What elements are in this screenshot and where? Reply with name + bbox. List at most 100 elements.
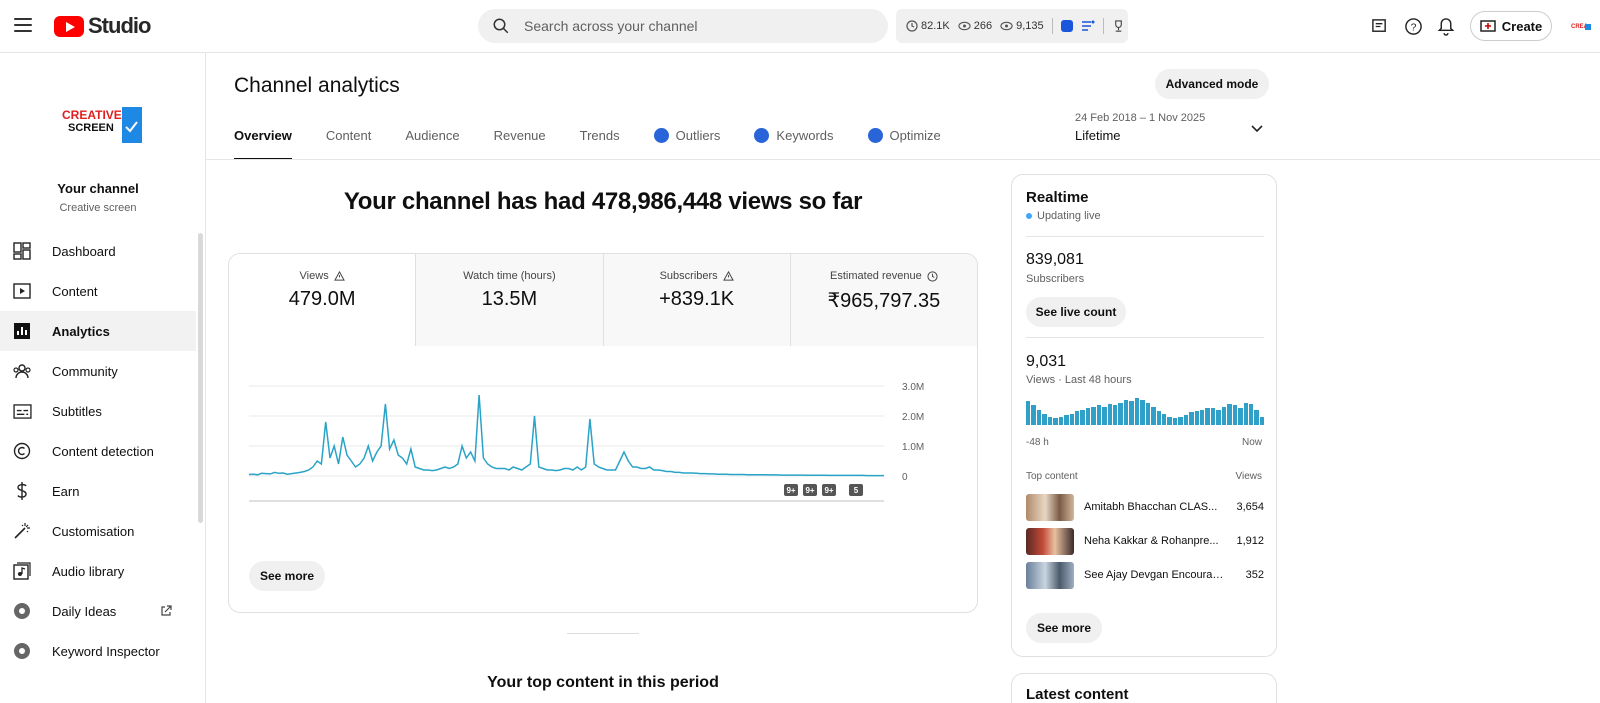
clock-icon: [906, 20, 918, 32]
video-title: See Ajay Devgan Encouragi...: [1084, 569, 1224, 581]
divider: [1051, 18, 1053, 34]
annotation-marker: [849, 484, 863, 496]
annotation-label: 9+: [786, 486, 795, 495]
tab-label: Overview: [234, 128, 292, 143]
realtime-bar: [1167, 416, 1172, 425]
sidebar-nav: Dashboard Content Analytics Community Su…: [0, 231, 196, 671]
annotation-marker: [822, 484, 836, 496]
advanced-mode-button[interactable]: Advanced mode: [1155, 69, 1269, 99]
top-content-row[interactable]: Amitabh Bhacchan CLAS... 3,654: [1026, 493, 1264, 521]
see-more-button[interactable]: See more: [249, 561, 325, 591]
tab-content[interactable]: Content: [326, 128, 372, 160]
tab-optimize[interactable]: Optimize: [867, 128, 941, 160]
tab-revenue[interactable]: Revenue: [494, 128, 546, 160]
sidebar-item-label: Dashboard: [52, 243, 116, 259]
realtime-views-label: Views · Last 48 hours: [1026, 374, 1132, 386]
create-label: Create: [1501, 18, 1543, 34]
realtime-bar: [1151, 406, 1156, 425]
list-icon[interactable]: [1081, 20, 1095, 32]
realtime-bar: [1183, 415, 1189, 425]
sidebar-item-subtitles[interactable]: Subtitles: [0, 391, 196, 431]
tab-audience[interactable]: Audience: [405, 128, 459, 160]
tab-keywords[interactable]: Keywords: [754, 128, 834, 160]
tab-label: Optimize: [889, 128, 941, 143]
community-icon: [12, 361, 32, 381]
sidebar-item-analytics[interactable]: Analytics: [0, 311, 196, 351]
top-content-title: Your top content in this period: [487, 674, 719, 691]
search-bar[interactable]: [478, 9, 888, 43]
clock-icon: [927, 270, 938, 282]
dashboard-icon: [12, 241, 32, 261]
eye-icon: [1000, 21, 1013, 31]
sidebar-item-audio-library[interactable]: Audio library: [0, 551, 196, 591]
notifications-bell-icon[interactable]: [1436, 16, 1456, 36]
dollar-icon: [12, 481, 32, 501]
vidiq-icon: [12, 641, 32, 661]
svg-text:CREA: CREA: [1571, 24, 1589, 30]
chevron-down-icon[interactable]: [1250, 124, 1264, 134]
tab-overview[interactable]: Overview: [234, 128, 292, 160]
views-line-chart[interactable]: 3.0M2.0M1.0M024 Feb 2...7 Jun 201917 Sep…: [229, 346, 978, 506]
account-avatar[interactable]: CREA: [1570, 18, 1592, 34]
video-thumbnail: [1026, 493, 1074, 521]
studio-logo[interactable]: Studio: [54, 13, 151, 39]
sidebar-item-community[interactable]: Community: [0, 351, 196, 391]
create-video-icon: [1480, 20, 1496, 32]
subtitles-icon: [12, 401, 32, 421]
metric-watch-time[interactable]: Watch time (hours) 13.5M: [415, 254, 603, 346]
see-live-count-button[interactable]: See live count: [1026, 297, 1126, 327]
views-series-line: [248, 394, 884, 477]
tab-trends[interactable]: Trends: [580, 128, 620, 160]
realtime-bar: [1085, 408, 1091, 425]
help-icon[interactable]: ?: [1403, 16, 1423, 36]
realtime-title: Realtime: [1026, 189, 1089, 206]
realtime-bar: [1194, 411, 1199, 425]
search-input[interactable]: [524, 18, 864, 34]
realtime-see-more-button[interactable]: See more: [1026, 613, 1102, 643]
sidebar-item-daily-ideas[interactable]: Daily Ideas: [0, 591, 196, 631]
sidebar-item-content[interactable]: Content: [0, 271, 196, 311]
realtime-bar: [1102, 406, 1107, 425]
realtime-bar: [1238, 408, 1243, 425]
channel-logo[interactable]: CREATIVE SCREEN: [62, 107, 142, 143]
metric-views[interactable]: Views 479.0M: [229, 254, 416, 346]
video-thumbnail: [1026, 527, 1074, 555]
channel-name: Creative screen: [59, 202, 137, 214]
date-range-picker[interactable]: 24 Feb 2018 – 1 Nov 2025 Lifetime: [1075, 112, 1205, 143]
realtime-bar: [1026, 401, 1031, 425]
sidebar-item-label: Daily Ideas: [52, 603, 117, 619]
hamburger-menu-icon[interactable]: [12, 14, 34, 36]
video-views: 1,912: [1236, 535, 1264, 547]
sidebar-item-dashboard[interactable]: Dashboard: [0, 231, 196, 271]
metric-value: +839.1K: [659, 288, 735, 310]
magic-wand-icon: [12, 521, 32, 541]
vidiq-icon[interactable]: [1060, 20, 1073, 32]
create-button[interactable]: Create: [1470, 11, 1552, 41]
sidebar-item-keyword-inspector[interactable]: Keyword Inspector: [0, 631, 196, 671]
sidebar-scrollbar[interactable]: [198, 233, 203, 523]
copyright-icon: [12, 441, 32, 461]
realtime-bar: [1248, 404, 1254, 425]
feedback-icon[interactable]: [1369, 16, 1389, 36]
realtime-bar: [1074, 411, 1080, 425]
annotation-marker: [784, 484, 798, 496]
vidiq-stats-bar[interactable]: 82.1K 266 9,135: [896, 9, 1128, 43]
y-tick-label: 2.0M: [902, 412, 924, 423]
top-content-row[interactable]: Neha Kakkar & Rohanpre... 1,912: [1026, 527, 1264, 555]
sidebar-item-earn[interactable]: Earn: [0, 471, 196, 511]
sidebar-item-content-detection[interactable]: Content detection: [0, 431, 196, 471]
realtime-bar: [1036, 409, 1042, 425]
metric-subscribers[interactable]: Subscribers +839.1K: [602, 254, 790, 346]
sidebar-item-customisation[interactable]: Customisation: [0, 511, 196, 551]
sidebar-item-label: Earn: [52, 483, 80, 499]
realtime-bar: [1064, 415, 1069, 425]
metric-estimated-revenue[interactable]: Estimated revenue ₹965,797.35: [789, 254, 977, 346]
realtime-views-bar-chart[interactable]: [1026, 397, 1265, 425]
tab-outliers[interactable]: Outliers: [653, 128, 720, 160]
top-content-row[interactable]: See Ajay Devgan Encouragi... 352: [1026, 561, 1264, 589]
realtime-bar: [1227, 404, 1232, 425]
tab-label: Trends: [579, 128, 620, 143]
vidiq-icon: [653, 128, 669, 143]
trophy-icon[interactable]: [1112, 19, 1125, 33]
annotation-label: 5: [854, 486, 859, 495]
